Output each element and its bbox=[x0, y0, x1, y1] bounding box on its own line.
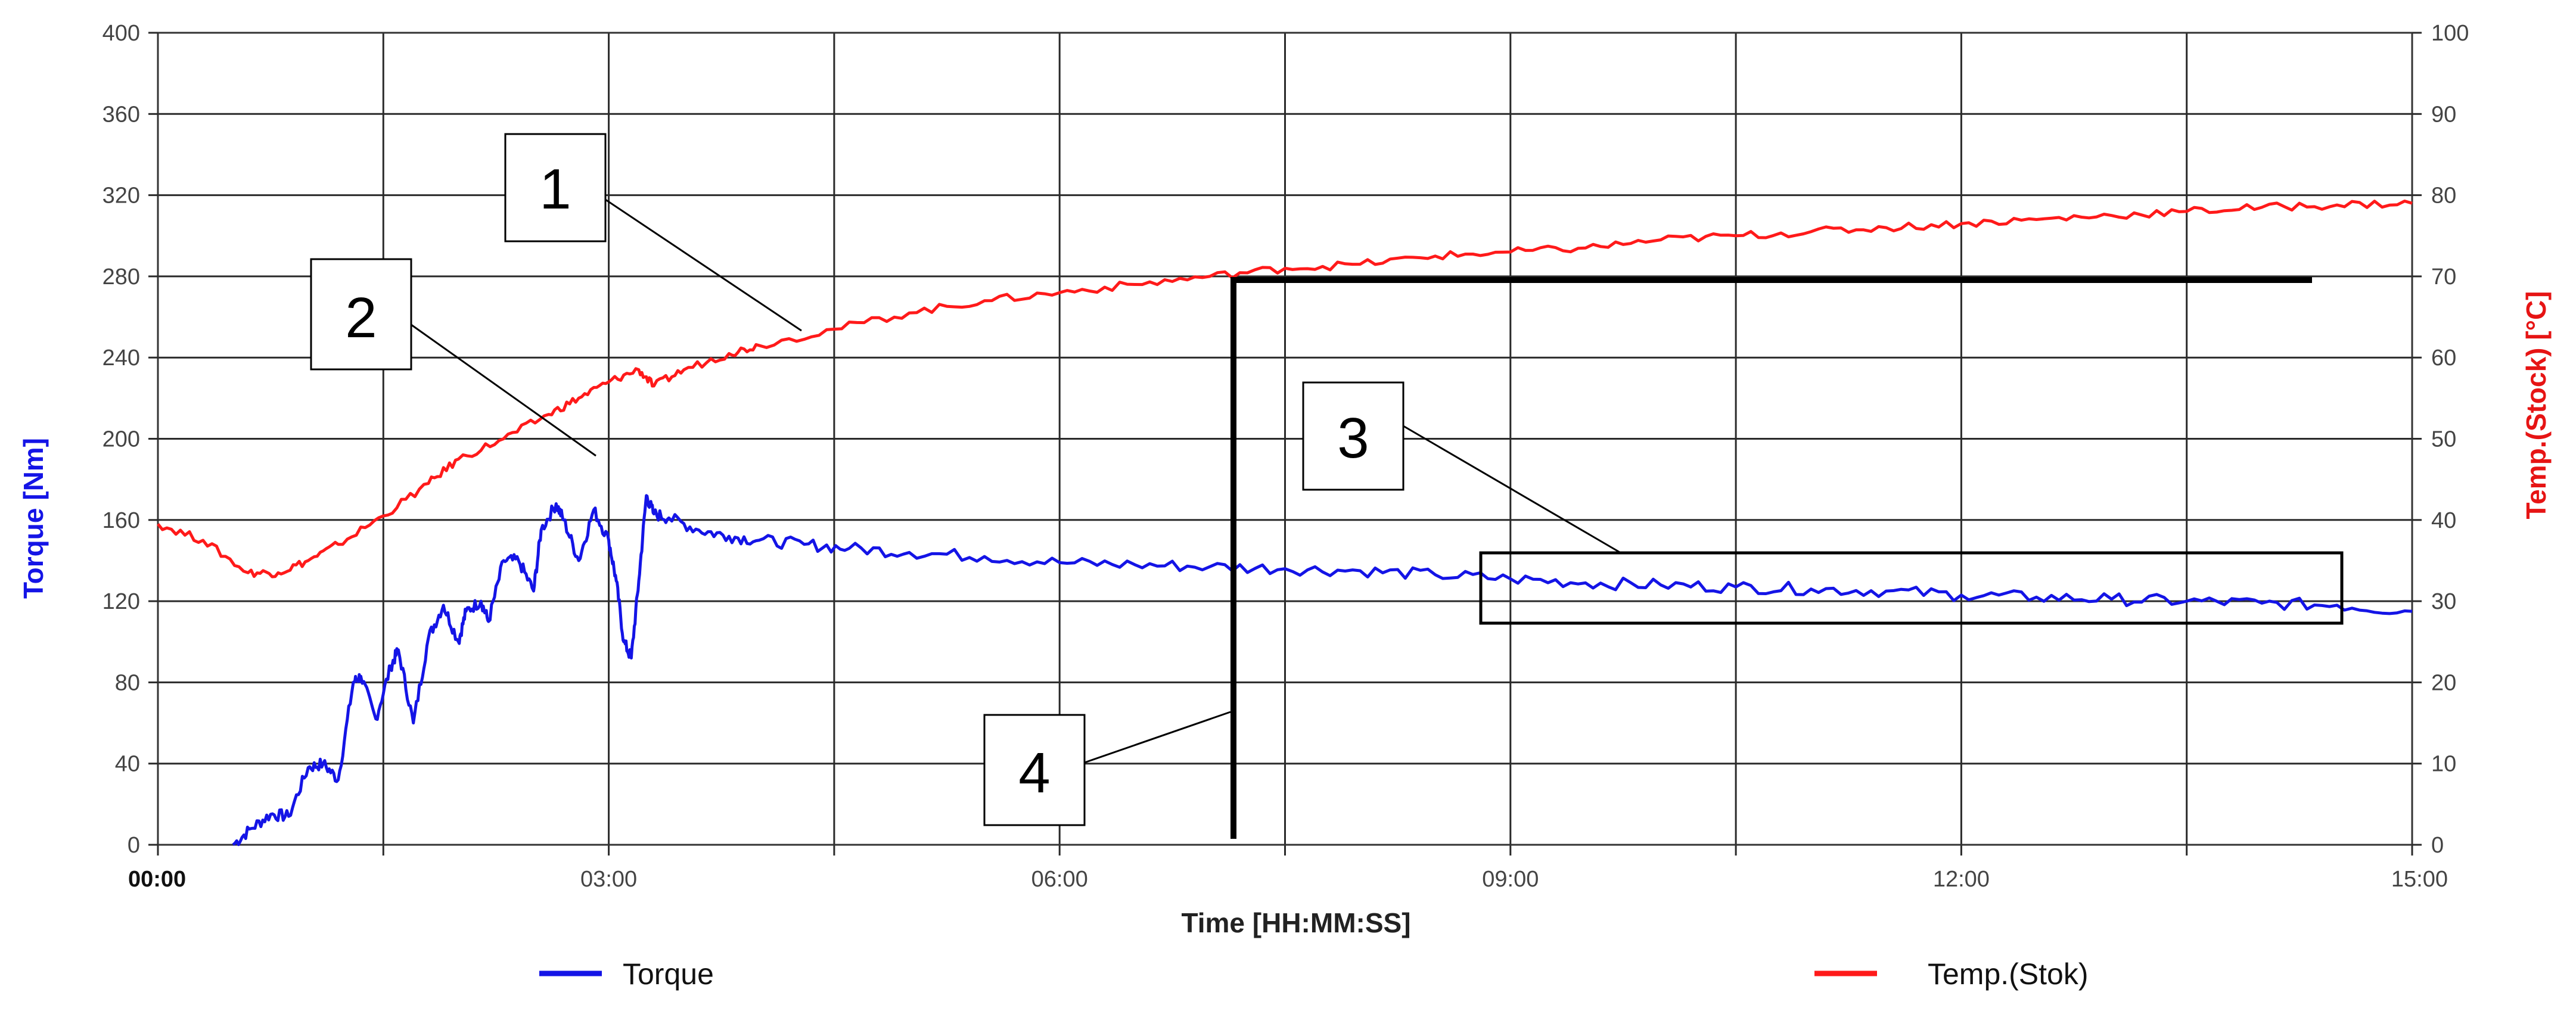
grid-layer bbox=[157, 33, 2413, 856]
left-tick-label: 80 bbox=[115, 670, 140, 695]
legend-label-torque: Torque bbox=[623, 957, 714, 991]
callout-leader-1 bbox=[605, 198, 802, 332]
legend: Torque Temp.(Stok) bbox=[539, 957, 2089, 991]
x-tick-label: 09:00 bbox=[1482, 867, 1539, 892]
callout-leader-2 bbox=[411, 323, 596, 457]
left-axis-title: Torque [Nm] bbox=[18, 438, 49, 599]
series-layer bbox=[157, 200, 2413, 847]
series-line-temp bbox=[157, 200, 2413, 578]
left-tick-label: 360 bbox=[102, 102, 140, 127]
left-tick-label: 240 bbox=[102, 346, 140, 371]
callout-box-2 bbox=[310, 258, 412, 371]
x-tick-label: 03:00 bbox=[580, 867, 637, 892]
x-tick-label: 12:00 bbox=[1933, 867, 1990, 892]
right-tick-label: 0 bbox=[2431, 833, 2444, 858]
right-tick-label: 40 bbox=[2431, 508, 2456, 533]
left-axis-ticks: 0 40 80 120 160 200 240 280 320 360 400 bbox=[102, 21, 158, 858]
left-tick-label: 120 bbox=[102, 589, 140, 614]
right-tick-label: 80 bbox=[2431, 183, 2456, 209]
series-line-torque bbox=[232, 494, 2413, 847]
left-tick-label: 160 bbox=[102, 508, 140, 533]
right-axis-ticks: 0 10 20 30 40 50 60 70 80 90 100 bbox=[2412, 21, 2469, 858]
right-tick-label: 30 bbox=[2431, 589, 2456, 614]
right-axis-title: Temp.(Stock) [°C] bbox=[2521, 291, 2552, 520]
callout-box-1 bbox=[504, 133, 607, 242]
callout-label-3: 3 bbox=[1337, 406, 1369, 470]
callout-leader-3 bbox=[1403, 425, 1621, 554]
callout-box-3 bbox=[1302, 381, 1404, 491]
legend-label-temp: Temp.(Stok) bbox=[1928, 957, 2089, 991]
callout-label-1: 1 bbox=[539, 157, 571, 221]
right-tick-label: 20 bbox=[2431, 670, 2456, 695]
annotation-layer: 1 2 3 4 bbox=[310, 133, 2344, 839]
right-tick-label: 100 bbox=[2431, 21, 2469, 46]
callout-leader-4 bbox=[1084, 711, 1231, 764]
callout-label-2: 2 bbox=[345, 286, 377, 350]
left-tick-label: 200 bbox=[102, 427, 140, 452]
x-tick-label: 15:00 bbox=[2391, 867, 2448, 892]
x-axis-ticks: 00:00 03:00 06:00 09:00 12:00 15:00 bbox=[128, 867, 2448, 892]
callout-box-4 bbox=[983, 714, 1086, 826]
right-tick-label: 50 bbox=[2431, 427, 2456, 452]
x-tick-label: 00:00 bbox=[128, 867, 186, 892]
x-tick-label: 06:00 bbox=[1031, 867, 1088, 892]
x-axis-title: Time [HH:MM:SS] bbox=[1181, 907, 1410, 938]
left-tick-label: 320 bbox=[102, 183, 140, 209]
left-tick-label: 400 bbox=[102, 21, 140, 46]
right-tick-label: 70 bbox=[2431, 265, 2456, 290]
steady-state-region-box bbox=[1479, 551, 2344, 625]
right-tick-label: 60 bbox=[2431, 346, 2456, 371]
callout-label-4: 4 bbox=[1018, 741, 1050, 805]
left-tick-label: 280 bbox=[102, 265, 140, 290]
right-tick-label: 90 bbox=[2431, 102, 2456, 127]
right-tick-label: 10 bbox=[2431, 752, 2456, 777]
left-tick-label: 40 bbox=[115, 752, 140, 777]
left-tick-label: 0 bbox=[128, 833, 140, 858]
